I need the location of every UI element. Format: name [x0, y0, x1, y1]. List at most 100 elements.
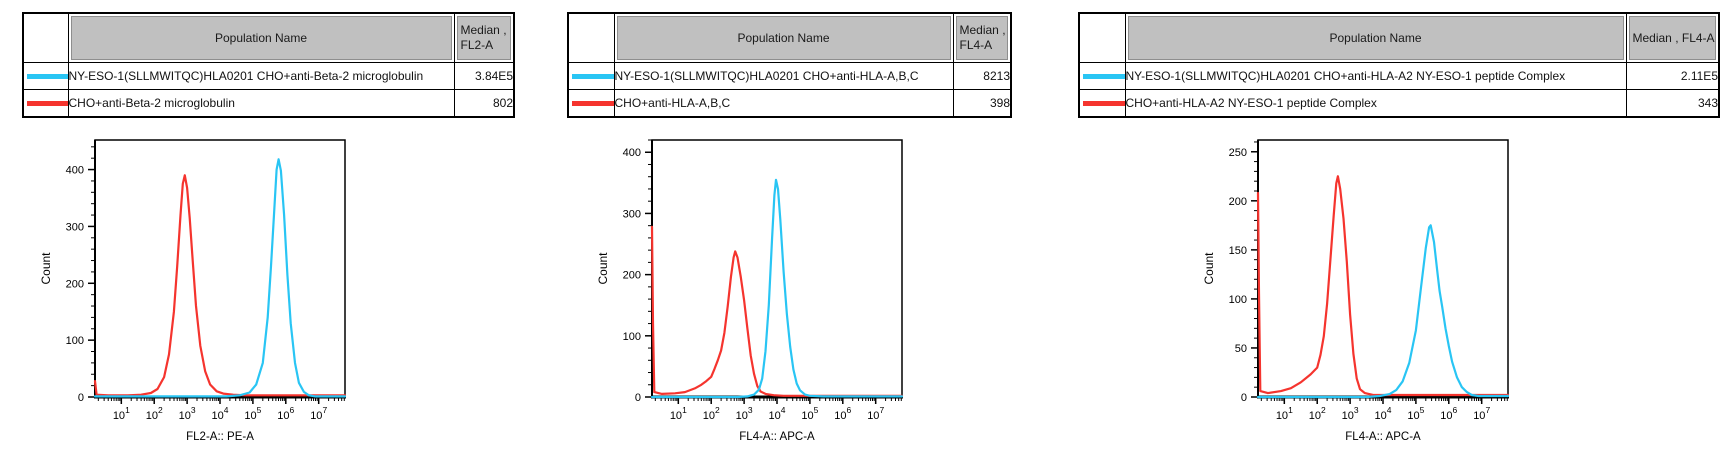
population-name-header: Population Name: [613, 12, 954, 63]
table-row: CHO+anti-Beta-2 microglobulin 802: [22, 89, 515, 118]
x-tick-label: 106: [277, 405, 294, 422]
x-tick-label: 104: [769, 405, 786, 422]
population-name: NY-ESO-1(SLLMWITQC)HLA0201 CHO+anti-HLA-…: [613, 62, 954, 90]
table-header-row: Population Name Median , FL2-A: [22, 12, 515, 63]
population-name-header: Population Name: [1124, 12, 1627, 63]
y-tick-label: 0: [635, 392, 641, 404]
swatch-cell: [567, 62, 615, 90]
population-table-3: Population Name Median , FL4-A NY-ESO-1(…: [1078, 12, 1720, 118]
table-header-row: Population Name Median , FL4-A: [567, 12, 1012, 63]
y-tick-label: 250: [1229, 147, 1247, 159]
series-curve-cyan: [93, 158, 347, 398]
y-tick-label: 0: [1241, 392, 1247, 404]
x-tick-label: 105: [244, 405, 261, 422]
series-curve-red: [650, 225, 904, 397]
y-axis-title: Count: [596, 252, 610, 285]
median-header: Median , FL4-A: [1625, 12, 1720, 63]
population-table-2: Population Name Median , FL4-A NY-ESO-1(…: [567, 12, 1012, 118]
median-value: 8213: [952, 62, 1012, 90]
x-tick-label: 101: [113, 405, 130, 422]
series-curve-cyan: [650, 178, 904, 399]
swatch-cell: [22, 62, 69, 90]
x-tick-label: 105: [801, 405, 818, 422]
series-color-swatch-cyan: [27, 73, 67, 79]
x-tick-label: 102: [703, 405, 720, 422]
median-value: 343: [1625, 89, 1720, 118]
legend-corner-cell: [567, 12, 615, 63]
y-tick-label: 200: [66, 278, 84, 290]
x-tick-label: 101: [670, 405, 687, 422]
median-header-line1: Median ,: [460, 23, 507, 37]
median-header-line2: FL2-A: [460, 38, 494, 52]
population-name: CHO+anti-HLA-A2 NY-ESO-1 peptide Complex: [1124, 89, 1627, 118]
x-tick-label: 106: [834, 405, 851, 422]
x-axis-title: FL4-A:: APC-A: [739, 431, 815, 443]
series-color-swatch-cyan: [1083, 73, 1124, 79]
series-color-swatch-cyan: [572, 73, 613, 79]
x-tick-label: 104: [212, 405, 229, 422]
population-name-header: Population Name: [67, 12, 455, 63]
legend-corner-cell: [1078, 12, 1126, 63]
swatch-cell: [1078, 89, 1126, 118]
table-row: CHO+anti-HLA-A,B,C 398: [567, 89, 1012, 118]
y-tick-label: 100: [66, 335, 84, 347]
y-tick-label: 0: [78, 392, 84, 404]
population-name: NY-ESO-1(SLLMWITQC)HLA0201 CHO+anti-Beta…: [67, 62, 455, 90]
series-color-swatch-red: [572, 100, 613, 106]
table-row: NY-ESO-1(SLLMWITQC)HLA0201 CHO+anti-HLA-…: [1078, 62, 1720, 90]
x-tick-label: 107: [310, 405, 327, 422]
median-header-line1: Median , FL4-A: [1632, 30, 1715, 45]
series-curve-red: [93, 174, 347, 397]
y-tick-label: 200: [1229, 196, 1247, 208]
y-tick-label: 400: [623, 147, 641, 159]
swatch-cell: [1078, 62, 1126, 90]
x-tick-label: 107: [1473, 405, 1490, 422]
y-axis-title: Count: [1202, 252, 1216, 285]
y-axis-title: Count: [39, 252, 53, 285]
x-tick-label: 103: [736, 405, 753, 422]
y-tick-label: 300: [623, 208, 641, 220]
x-tick-label: 101: [1276, 405, 1293, 422]
median-header: Median , FL4-A: [952, 12, 1012, 63]
x-tick-label: 107: [867, 405, 884, 422]
plot-border: [1257, 139, 1509, 398]
median-header-line1: Median ,: [959, 23, 1006, 37]
y-tick-label: 300: [66, 221, 84, 233]
histogram-plot: 0 100 200 300 400 101 102 103 104 105 106 107 Count F…: [39, 139, 347, 443]
y-tick-label: 100: [623, 331, 641, 343]
series-color-swatch-red: [27, 100, 67, 106]
swatch-cell: [567, 89, 615, 118]
population-name: NY-ESO-1(SLLMWITQC)HLA0201 CHO+anti-HLA-…: [1124, 62, 1627, 90]
y-tick-label: 150: [1229, 245, 1247, 257]
histogram-chart-1: 0 100 200 300 400 101 102 103 104 105 106 107 Count F…: [20, 122, 365, 454]
x-axis-title: FL2-A:: PE-A: [186, 431, 254, 443]
legend-corner-cell: [22, 12, 69, 63]
median-value: 802: [453, 89, 515, 118]
x-tick-label: 102: [1309, 405, 1326, 422]
median-header-line2: FL4-A: [959, 38, 993, 52]
histogram-plot: 0 100 200 300 400 101 102 103 104 105 106 107 Count F…: [596, 139, 904, 443]
table-header-row: Population Name Median , FL4-A: [1078, 12, 1720, 63]
plot-border: [651, 139, 903, 398]
series-curve-cyan: [1256, 224, 1510, 399]
median-value: 3.84E5: [453, 62, 515, 90]
population-table-1: Population Name Median , FL2-A NY-ESO-1(…: [22, 12, 515, 118]
median-value: 398: [952, 89, 1012, 118]
x-tick-label: 102: [146, 405, 163, 422]
x-tick-label: 106: [1440, 405, 1457, 422]
table-row: CHO+anti-HLA-A2 NY-ESO-1 peptide Complex…: [1078, 89, 1720, 118]
population-name-header-label: Population Name: [737, 31, 830, 45]
table-row: NY-ESO-1(SLLMWITQC)HLA0201 CHO+anti-Beta…: [22, 62, 515, 90]
histogram-chart-2: 0 100 200 300 400 101 102 103 104 105 106 107 Count F…: [577, 122, 922, 454]
median-value: 2.11E5: [1625, 62, 1720, 90]
histogram-chart-3: 0 50 100 150 200 250 101 102 103 104 105 106 107 Coun…: [1183, 122, 1528, 454]
series-color-swatch-red: [1083, 100, 1124, 106]
x-tick-label: 104: [1375, 405, 1392, 422]
population-name-header-label: Population Name: [214, 31, 308, 45]
population-name-header-label: Population Name: [1329, 31, 1422, 45]
x-tick-label: 105: [1407, 405, 1424, 422]
histogram-plot: 0 50 100 150 200 250 101 102 103 104 105 106 107 Coun…: [1202, 139, 1510, 443]
y-tick-label: 50: [1235, 343, 1247, 355]
y-tick-label: 400: [66, 165, 84, 177]
